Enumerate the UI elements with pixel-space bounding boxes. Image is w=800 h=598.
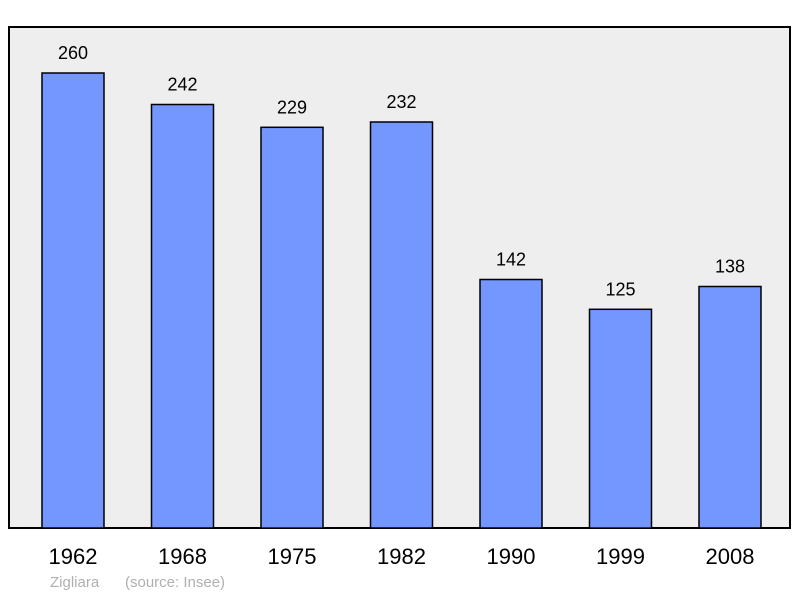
value-label-1999: 125 <box>605 279 635 299</box>
x-tick-label-1975: 1975 <box>268 544 317 569</box>
value-label-1990: 142 <box>496 250 526 270</box>
bars-group <box>41 72 762 529</box>
bar-1975 <box>260 126 324 529</box>
footer-source: (source: Insee) <box>125 574 226 591</box>
value-label-1982: 232 <box>386 92 416 112</box>
bar-2008 <box>698 285 762 529</box>
x-tick-label-1962: 1962 <box>49 544 98 569</box>
x-tick-label-1999: 1999 <box>596 544 645 569</box>
bar-1968 <box>150 103 215 529</box>
value-label-1975: 229 <box>277 97 307 117</box>
value-label-1968: 242 <box>167 75 197 95</box>
x-tick-label-1990: 1990 <box>487 544 536 569</box>
value-labels-group: 260 242 229 232 142 125 138 <box>58 43 745 299</box>
x-tick-label-2008: 2008 <box>706 544 755 569</box>
x-tick-label-1968: 1968 <box>158 544 207 569</box>
bar-1962 <box>41 72 105 529</box>
x-tick-labels-group: 1962 1968 1975 1982 1990 1999 2008 <box>49 544 755 569</box>
value-label-2008: 138 <box>715 257 745 277</box>
bar-1982 <box>369 121 434 529</box>
x-tick-label-1982: 1982 <box>377 544 426 569</box>
value-label-1962: 260 <box>58 43 88 63</box>
bar-1999 <box>588 308 653 529</box>
footer-author: Zigliara <box>50 574 100 591</box>
bar-1990 <box>479 278 543 529</box>
